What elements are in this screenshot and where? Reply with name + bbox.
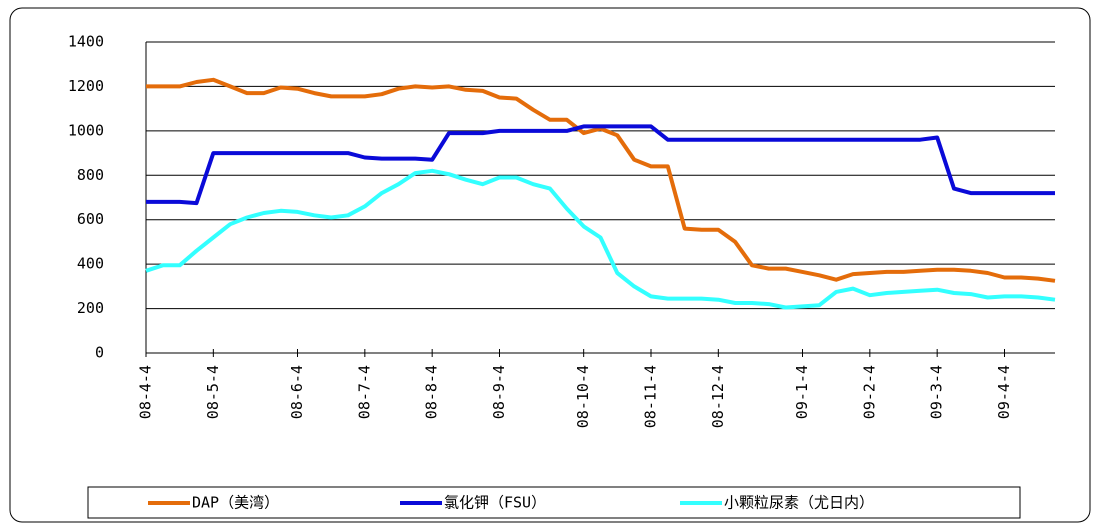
- x-tick-label: 08-5-4: [204, 365, 222, 419]
- x-tick-label: 08-8-4: [423, 365, 441, 419]
- x-tick-label: 09-3-4: [928, 365, 946, 419]
- x-tick-label: 08-11-4: [642, 365, 660, 428]
- y-tick-label: 0: [95, 344, 104, 362]
- y-tick-label: 800: [77, 166, 104, 184]
- series-line: [146, 124, 1055, 206]
- legend-label: 小颗粒尿素（尤日内）: [724, 494, 874, 512]
- series-line: [146, 77, 1056, 283]
- x-tick-label: 09-2-4: [860, 365, 878, 419]
- y-tick-label: 600: [77, 210, 104, 228]
- x-tick-label: 09-4-4: [995, 365, 1013, 419]
- series-line: [145, 168, 1056, 310]
- y-tick-label: 200: [77, 299, 104, 317]
- y-tick-label: 1000: [68, 121, 104, 139]
- legend-box: [87, 486, 1021, 519]
- legend-label: 氯化钾（FSU）: [444, 494, 546, 512]
- x-tick-label: 08-10-4: [574, 365, 592, 428]
- x-tick-label: 08-12-4: [709, 365, 727, 428]
- y-tick-label: 1400: [68, 33, 104, 51]
- chart-frame: [9, 7, 1091, 523]
- legend-label: DAP（美湾）: [192, 494, 279, 512]
- x-tick-label: 08-7-4: [355, 365, 373, 419]
- y-tick-label: 1200: [68, 77, 104, 95]
- y-tick-label: 400: [77, 255, 104, 273]
- x-tick-label: 09-1-4: [793, 365, 811, 419]
- x-tick-label: 08-9-4: [490, 365, 508, 419]
- x-tick-label: 08-4-4: [137, 365, 155, 419]
- x-tick-label: 08-6-4: [288, 365, 306, 419]
